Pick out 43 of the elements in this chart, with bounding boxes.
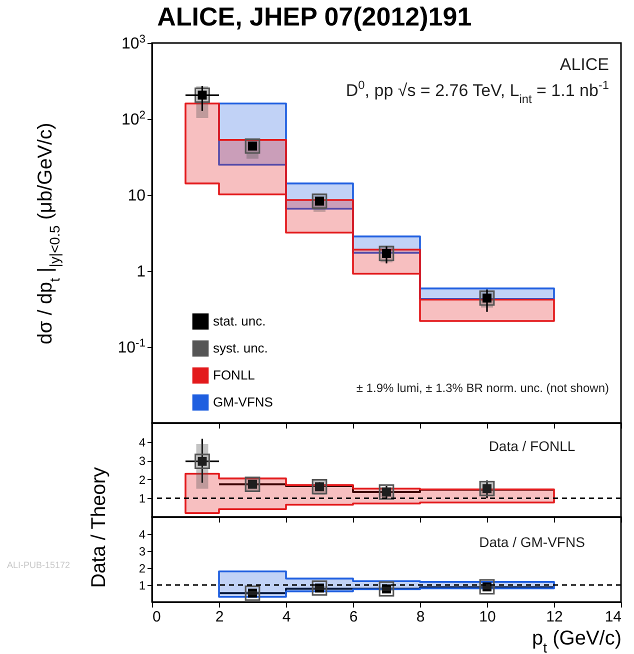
- point: [312, 193, 328, 209]
- y-tick-label: 10$^{-1}$: [118, 338, 146, 356]
- line-series: [218, 483, 555, 493]
- y-tick-label: 1: [136, 264, 146, 280]
- point: [244, 585, 260, 601]
- y-tick-label: 2: [138, 562, 146, 576]
- x-tick-label: 6: [349, 608, 358, 626]
- y-tick-label: 4: [138, 435, 146, 450]
- point: [194, 454, 210, 470]
- annotation: Data / FONLL: [488, 438, 576, 454]
- point: [312, 580, 328, 596]
- x-tick-label: 14: [604, 608, 622, 626]
- point: [378, 581, 394, 597]
- x-tick-label: 2: [215, 608, 224, 626]
- y-axis-title: Data / Theory: [88, 467, 110, 588]
- point: [378, 484, 394, 500]
- point: [479, 579, 495, 595]
- point: [194, 87, 210, 103]
- annotation: Data / GM-VFNS: [479, 534, 585, 550]
- point: [244, 138, 260, 154]
- y-tick-label: 10$^{2}$: [121, 110, 146, 128]
- annotation: D$^{0}$, pp √s = 2.76 TeV, L$_{int}$ = 1.1 nb$^{-1}$: [346, 78, 610, 106]
- x-tick-label: 0: [152, 608, 161, 626]
- x-tick-label: 8: [416, 608, 425, 626]
- y-tick-label: 3: [138, 454, 146, 468]
- legend-label: FONLL: [213, 368, 255, 382]
- x-axis-title: p$_{t}$ (GeV/c): [532, 628, 622, 654]
- x-tick-label: 12: [546, 608, 563, 626]
- y-tick-label: 10$^{3}$: [121, 34, 146, 52]
- x-tick-label: 10: [479, 608, 496, 626]
- y-tick-label: 1: [138, 578, 146, 592]
- y-tick-label: 10: [128, 188, 146, 204]
- y-tick-label: 4: [138, 528, 146, 542]
- legend-label: GM-VFNS: [213, 394, 274, 410]
- annotation: ALICE: [560, 55, 609, 74]
- chart-title: ALICE, JHEP 07(2012)191: [157, 1, 472, 32]
- y-tick-label: 3: [138, 544, 146, 558]
- y-tick-label: 2: [138, 472, 146, 487]
- x-tick-label: 4: [282, 608, 291, 626]
- legend-label: stat. unc.: [213, 314, 266, 328]
- y-tick-label: 1: [138, 492, 146, 506]
- annotation: ± 1.9% lumi, ± 1.3% BR norm. unc. (not shown): [356, 381, 609, 395]
- legend-label: syst. unc.: [213, 340, 268, 356]
